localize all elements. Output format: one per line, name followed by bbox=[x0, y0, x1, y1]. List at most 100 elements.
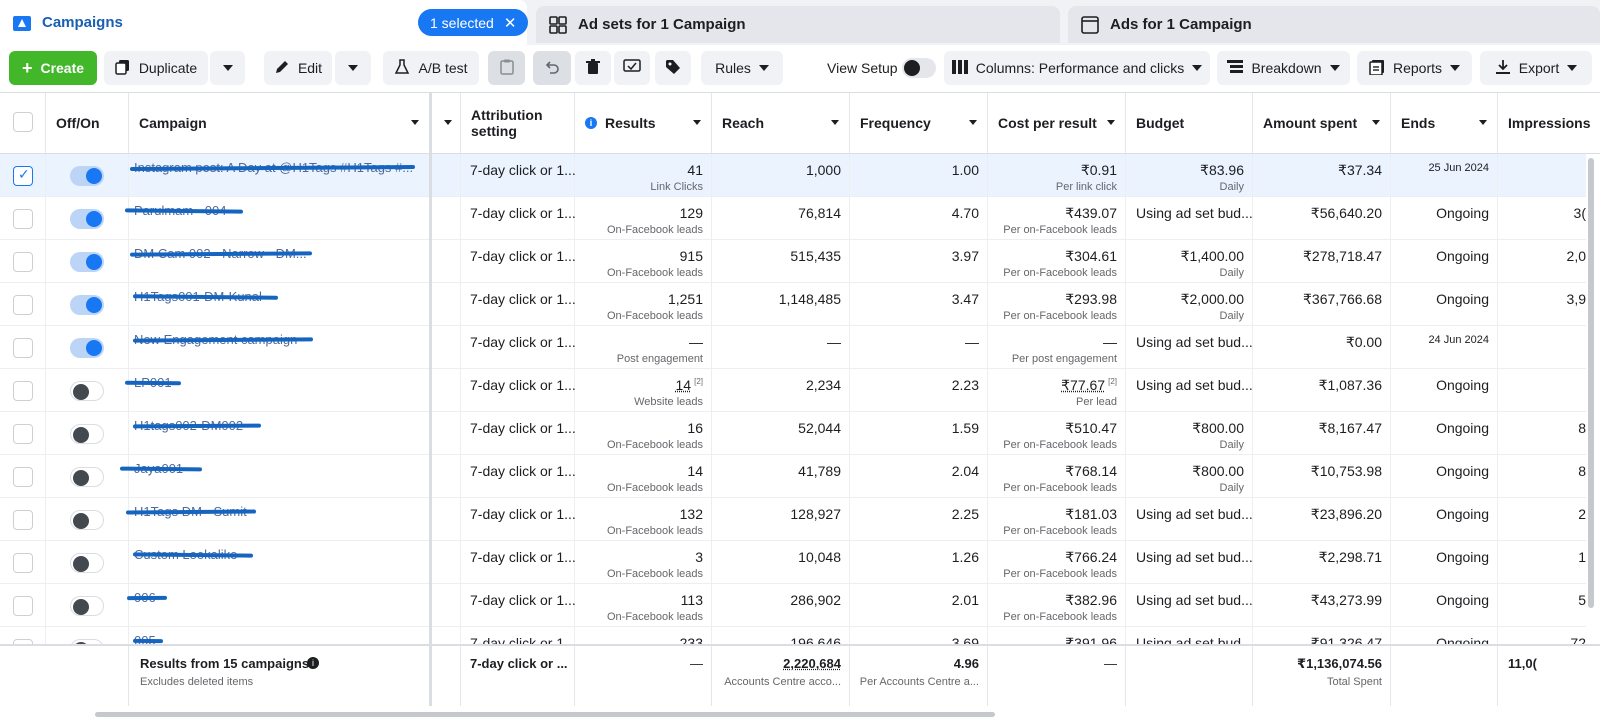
row-checkbox[interactable] bbox=[13, 424, 33, 444]
col-attribution[interactable]: Attribution setting bbox=[461, 93, 575, 153]
table-row[interactable]: H1tags002-DM002 7-day click or 1... 16 On-F… bbox=[0, 412, 1586, 455]
select-all-checkbox[interactable] bbox=[13, 112, 33, 132]
campaign-on-off-toggle[interactable] bbox=[70, 553, 104, 573]
info-icon[interactable]: i bbox=[585, 117, 597, 129]
table-row[interactable]: ✓ Instagram post: A Day at @H1Tags #H1Tag… bbox=[0, 154, 1586, 197]
view-setup-toggle[interactable] bbox=[902, 58, 936, 78]
campaign-on-off-toggle[interactable] bbox=[70, 596, 104, 616]
sort-caret-icon[interactable] bbox=[693, 120, 701, 125]
sort-caret-icon[interactable] bbox=[1372, 120, 1380, 125]
reports-button[interactable]: Reports bbox=[1357, 51, 1472, 85]
redaction-scribble bbox=[119, 466, 203, 472]
tab-ad-sets[interactable]: Ad sets for 1 Campaign bbox=[536, 6, 1060, 43]
columns-button[interactable]: Columns: Performance and clicks bbox=[944, 51, 1210, 85]
results-number[interactable]: 14 bbox=[675, 377, 692, 393]
duplicate-button[interactable]: Duplicate bbox=[104, 51, 208, 85]
campaign-on-off-toggle[interactable] bbox=[70, 510, 104, 530]
preview-button[interactable] bbox=[614, 51, 650, 85]
sort-caret-icon[interactable] bbox=[831, 120, 839, 125]
breakdown-button[interactable]: Breakdown bbox=[1217, 51, 1350, 85]
tag-icon bbox=[665, 59, 681, 78]
table-row[interactable]: H1Tags DM - Sumit 7-day click or 1... 132 O… bbox=[0, 498, 1586, 541]
sort-caret-icon[interactable] bbox=[1107, 120, 1115, 125]
sort-caret-icon[interactable] bbox=[969, 120, 977, 125]
export-button[interactable]: Export bbox=[1480, 51, 1592, 85]
impressions-cell: 3,9 bbox=[1498, 283, 1586, 326]
vertical-scrollbar[interactable] bbox=[1586, 154, 1596, 644]
table-row[interactable]: 006 7-day click or 1... 113 On-Facebook lea… bbox=[0, 584, 1586, 627]
select-all-cell bbox=[0, 93, 46, 153]
row-checkbox[interactable] bbox=[13, 596, 33, 616]
selected-count-pill[interactable]: 1 selected ✕ bbox=[418, 9, 529, 36]
toggle-knob bbox=[86, 297, 102, 313]
duplicate-dropdown[interactable] bbox=[210, 51, 245, 85]
row-checkbox[interactable] bbox=[13, 209, 33, 229]
table-row[interactable]: New Engagement campaign 7-day click or 1.… bbox=[0, 326, 1586, 369]
edit-dropdown[interactable] bbox=[335, 51, 371, 85]
footer-info-icon[interactable]: i bbox=[307, 657, 319, 669]
create-button[interactable]: + Create bbox=[9, 51, 97, 85]
cpr-value: ₹181.03 bbox=[1065, 506, 1117, 522]
budget-cell: ₹1,400.00 Daily bbox=[1126, 240, 1253, 283]
col-impressions[interactable]: Impressions bbox=[1498, 93, 1600, 153]
clipboard-button[interactable] bbox=[488, 51, 525, 85]
undo-button[interactable] bbox=[533, 51, 571, 85]
cpr-number[interactable]: ₹77.67 bbox=[1061, 377, 1106, 393]
campaign-on-off-toggle[interactable] bbox=[70, 424, 104, 444]
row-checkbox[interactable] bbox=[13, 553, 33, 573]
footer-reach-value[interactable]: 2,220,684 bbox=[783, 656, 841, 671]
col-amount-spent[interactable]: Amount spent bbox=[1253, 93, 1391, 153]
impressions-cell: 1 bbox=[1498, 541, 1586, 584]
col-cost-per-result[interactable]: Cost per result bbox=[988, 93, 1126, 153]
row-checkbox[interactable]: ✓ bbox=[13, 166, 33, 186]
sort-caret-icon[interactable] bbox=[411, 120, 419, 125]
chevron-down-icon bbox=[348, 65, 358, 71]
row-checkbox[interactable] bbox=[13, 295, 33, 315]
col-campaign[interactable]: Campaign bbox=[129, 93, 432, 153]
rules-button[interactable]: Rules bbox=[701, 51, 783, 85]
table-row[interactable]: Jaya001 7-day click or 1... 14 On-Facebook … bbox=[0, 455, 1586, 498]
vertical-scrollbar-thumb[interactable] bbox=[1588, 158, 1594, 608]
campaign-on-off-toggle[interactable] bbox=[70, 166, 104, 186]
table-row[interactable]: LP0017-day click or 1...14[2]Website lea… bbox=[0, 369, 1586, 412]
clear-selection-icon[interactable]: ✕ bbox=[503, 14, 517, 32]
col-ends[interactable]: Ends bbox=[1391, 93, 1498, 153]
table-row[interactable]: Custom Lookalike 7-day click or 1... 3 On-F… bbox=[0, 541, 1586, 584]
col-off-on[interactable]: Off/On bbox=[46, 93, 129, 153]
table-row[interactable]: DM Cam 002 - Narrow - DM... 7-day click o… bbox=[0, 240, 1586, 283]
row-checkbox[interactable] bbox=[13, 510, 33, 530]
delete-button[interactable] bbox=[575, 51, 611, 85]
row-checkbox[interactable] bbox=[13, 338, 33, 358]
tab-ads[interactable]: Ads for 1 Campaign bbox=[1068, 6, 1600, 43]
campaign-name-link[interactable]: 006 bbox=[134, 590, 419, 605]
campaign-on-off-toggle[interactable] bbox=[70, 338, 104, 358]
table-row[interactable]: H1Tags001-DM-Kunal7-day click or 1...1,2… bbox=[0, 283, 1586, 326]
footer-frequency-sub: Per Accounts Centre a... bbox=[859, 676, 979, 688]
cpr-subtext: Per on-Facebook leads bbox=[1003, 224, 1117, 236]
edit-button[interactable]: Edit bbox=[264, 51, 332, 85]
results-value: 113 bbox=[680, 592, 703, 608]
campaign-on-off-toggle[interactable] bbox=[70, 209, 104, 229]
col-frequency-label: Frequency bbox=[860, 115, 931, 131]
row-checkbox[interactable] bbox=[13, 467, 33, 487]
horizontal-scrollbar[interactable] bbox=[95, 712, 995, 717]
row-checkbox[interactable] bbox=[13, 252, 33, 272]
campaign-on-off-toggle[interactable] bbox=[70, 467, 104, 487]
ab-test-button[interactable]: A/B test bbox=[383, 51, 479, 85]
campaign-on-off-toggle[interactable] bbox=[70, 252, 104, 272]
campaign-on-off-toggle[interactable] bbox=[70, 381, 104, 401]
attribution-cell: 7-day click or 1... bbox=[461, 197, 576, 240]
toggle-track bbox=[70, 381, 104, 401]
col-results[interactable]: i Results bbox=[575, 93, 712, 153]
sort-caret-icon[interactable] bbox=[444, 120, 452, 125]
tag-button[interactable] bbox=[655, 51, 691, 85]
campaign-on-off-toggle[interactable] bbox=[70, 295, 104, 315]
col-spacer[interactable] bbox=[432, 93, 461, 153]
col-reach[interactable]: Reach bbox=[712, 93, 850, 153]
col-budget[interactable]: Budget bbox=[1126, 93, 1253, 153]
col-frequency[interactable]: Frequency bbox=[850, 93, 988, 153]
table-row[interactable]: Parulmam - 004 7-day click or 1... 129 On-F… bbox=[0, 197, 1586, 240]
row-checkbox[interactable] bbox=[13, 381, 33, 401]
cpr-value: ₹293.98 bbox=[1065, 291, 1117, 307]
sort-caret-icon[interactable] bbox=[1479, 120, 1487, 125]
